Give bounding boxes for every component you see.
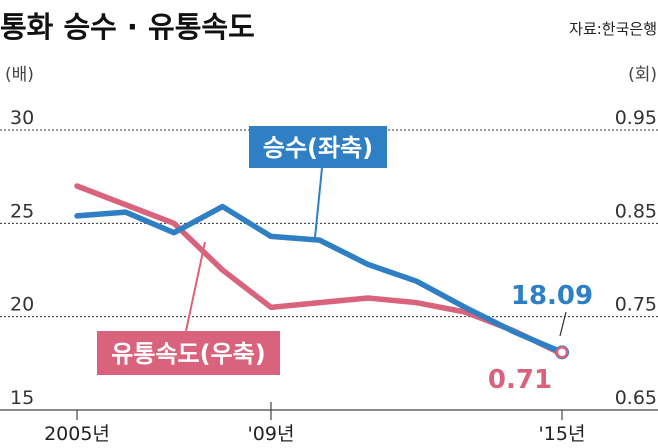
axis-tick-labels: 30 0.95 25 0.85 20 0.75 15 0.65 2005년 '09년 '15년 <box>10 107 657 445</box>
left-tick-label: 25 <box>10 200 34 222</box>
velocity-callout-line <box>185 241 206 332</box>
velocity-series-name: 유통속도(우축) <box>111 340 265 368</box>
x-tick-label: '09년 <box>248 423 295 445</box>
right-tick-label: 0.85 <box>615 200 657 222</box>
right-tick-label: 0.95 <box>615 107 657 129</box>
x-tick-label: 2005년 <box>44 423 110 445</box>
grid-lines <box>0 129 658 420</box>
velocity-end-point <box>555 346 569 359</box>
right-tick-label: 0.75 <box>615 294 657 316</box>
left-tick-label: 30 <box>10 107 34 129</box>
x-tick-label: '15년 <box>539 423 586 445</box>
right-tick-label: 0.65 <box>615 387 657 409</box>
velocity-end-value: 0.71 <box>488 365 552 395</box>
multiplier-callout-line <box>314 167 323 238</box>
series-labels: 승수(좌축) 유통속도(우축) 18.09 0.71 <box>97 126 593 395</box>
multiplier-series-name: 승수(좌축) <box>263 134 373 162</box>
multiplier-end-value: 18.09 <box>511 281 593 311</box>
velocity-label-box <box>97 331 280 375</box>
velocity-line <box>74 183 565 357</box>
series-lines <box>74 183 569 360</box>
right-axis-unit: (회) <box>628 65 657 85</box>
left-axis-unit: (배) <box>5 65 34 85</box>
left-tick-label: 20 <box>10 294 34 316</box>
multiplier-label-box <box>249 126 387 168</box>
multiplier-line <box>74 203 565 356</box>
left-tick-label: 15 <box>10 387 34 409</box>
chart-title: 통화 승수 · 유통속도 <box>0 10 255 44</box>
multiplier-value-pointer <box>559 311 567 337</box>
source-note: 자료:한국은행 <box>569 20 657 38</box>
